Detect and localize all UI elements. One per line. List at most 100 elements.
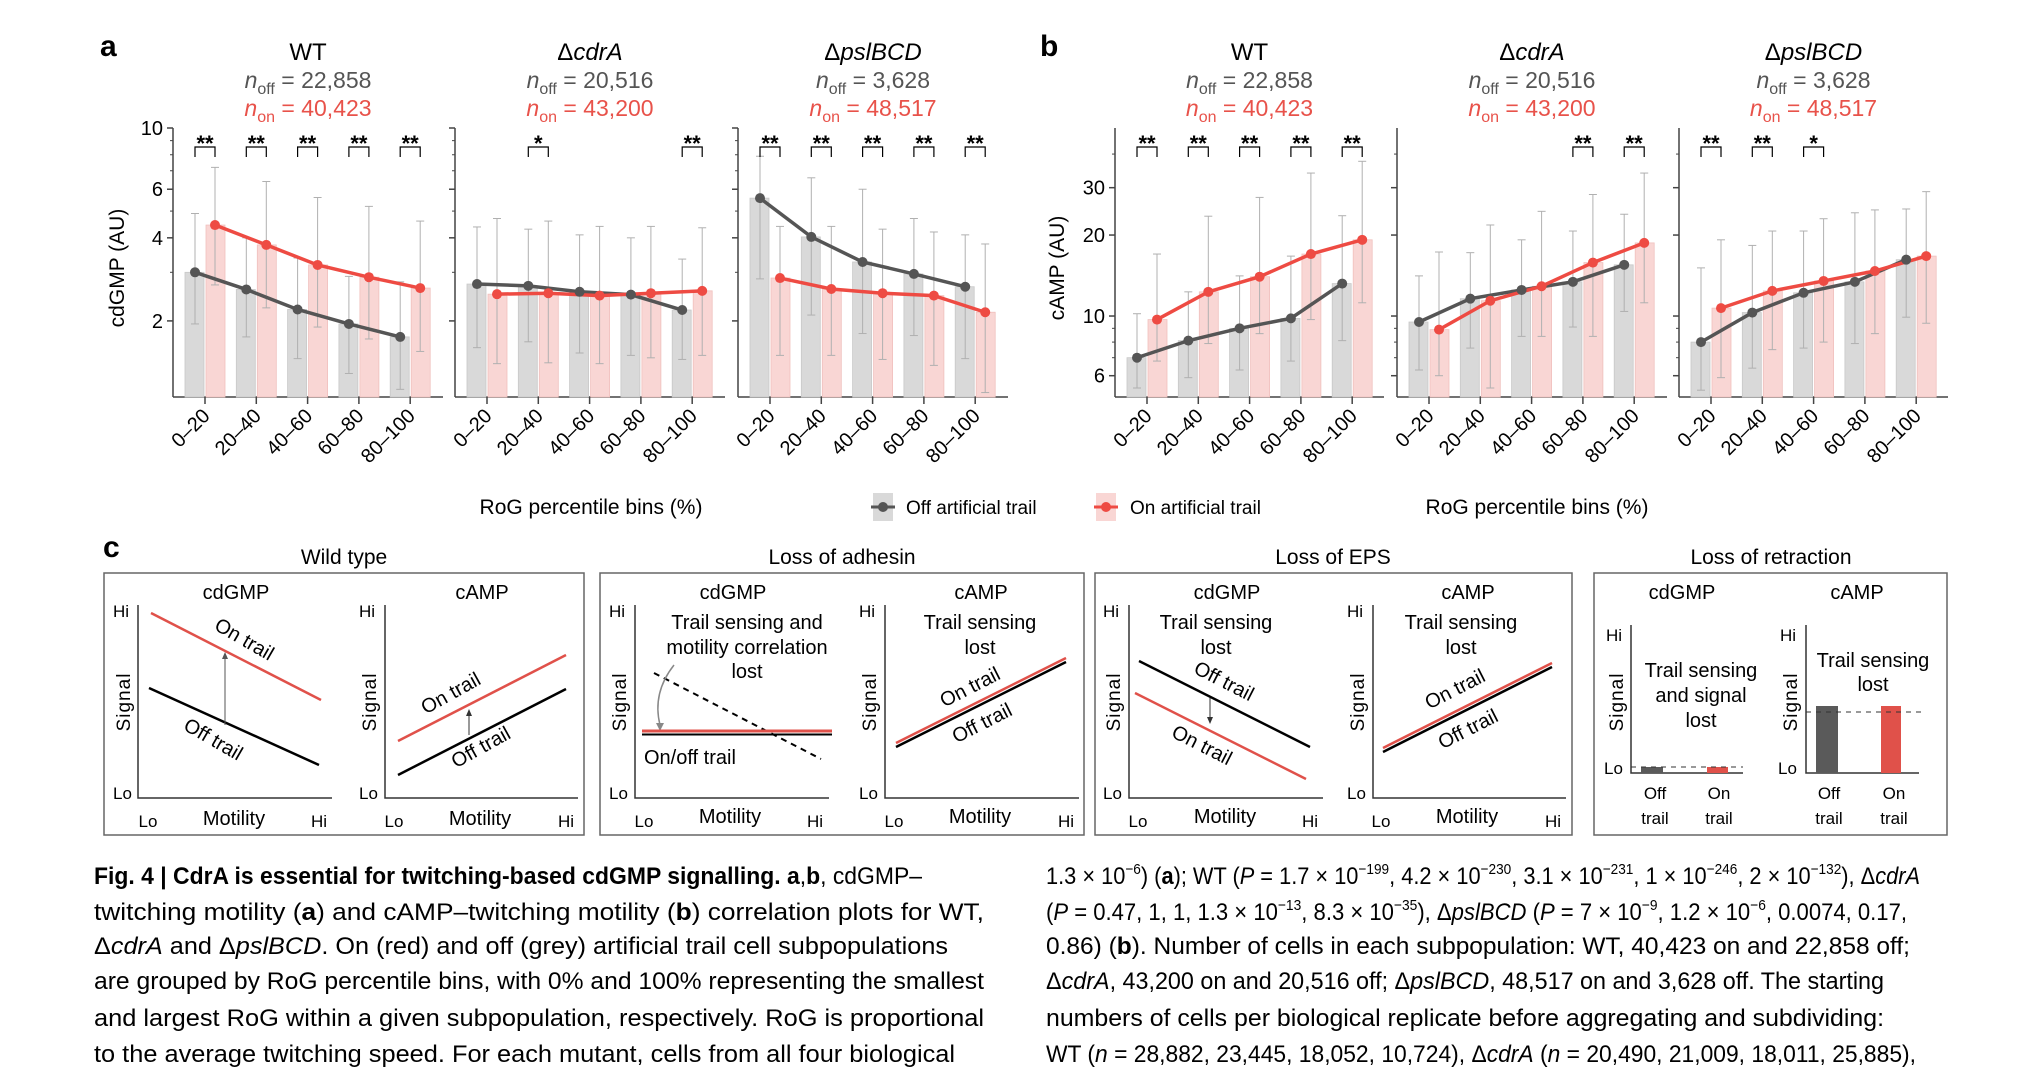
title-name: pslBCD [1780,39,1862,66]
significance-bracket [810,146,832,157]
c-title-wild-type: Wild type [301,546,387,569]
x-tick-label: 40–60 [1486,405,1541,460]
x-tick-label: 40–60 [827,405,882,460]
subpanel-title-camp: cAMP [455,582,508,604]
point-on-trail [1921,251,1932,262]
subplot-title: ΔpslBCD [1765,39,1862,66]
point-on-trail [543,288,554,299]
subpanel-title-cdgmp: cdGMP [1649,582,1716,604]
significance-stars: ** [299,131,317,156]
title-name: WT [1231,39,1269,66]
point-on-trail [877,288,888,299]
on-trail-bar [1881,706,1901,773]
x-tick-label: 20–40 [493,405,548,460]
off-trail-line [895,660,1067,749]
point-off-trail [1337,278,1348,289]
significance-bracket [348,146,370,157]
off-trail-line [397,687,567,777]
x-lo: Lo [385,812,404,831]
x-tick-label: 40–60 [262,405,317,460]
axes [384,605,578,799]
point-off-trail [1285,313,1296,324]
bar-label-off: Off [1818,784,1841,803]
caption-left-line: twitching motility (a) and cAMP–twitchin… [94,899,984,926]
point-off-trail [1234,323,1245,334]
subplot-title: WT [1231,39,1269,66]
title-name: cdrA [573,39,622,66]
y-lo: Lo [1347,784,1366,803]
point-on-trail [1716,303,1726,314]
y-tick-label: 4 [152,228,163,250]
x-lo: Lo [139,812,158,831]
x-tick-label: 0–20 [1674,405,1721,452]
y-tick-label: 20 [1083,225,1105,247]
y-hi: Hi [859,602,875,621]
axes [634,605,829,799]
y-axis-signal: Signal [1348,673,1369,732]
x-tick-label: 80–100 [357,405,420,468]
significance-bracket [1239,146,1261,157]
x-tick-label: 0–20 [450,405,497,452]
significance-bracket [1623,146,1645,157]
significance-stars: ** [350,131,368,156]
point-off-trail [625,289,636,300]
axes [137,605,332,799]
caption-left-line: are grouped by RoG percentile bins, with… [94,968,984,995]
y-axis-signal: Signal [1607,673,1628,732]
significance-bracket [399,146,421,157]
c-title-loss-of-eps: Loss of EPS [1275,546,1391,569]
significance-bracket [194,146,216,157]
y-axis-signal: Signal [1104,673,1125,732]
x-lo: Lo [1372,812,1391,831]
point-on-trail [645,288,656,299]
legend: Off artificial trail On artificial trail [871,493,1261,521]
box-frame [599,572,1085,836]
point-off-trail [1465,293,1476,304]
y-axis-signal: Signal [610,673,631,732]
point-on-trail [1357,234,1368,245]
n-off-count: noff = 22,858 [245,67,372,98]
bar-label-trail: trail [1641,809,1668,828]
significance-stars: ** [1241,131,1259,156]
point-off-trail [1798,287,1809,298]
point-on-trail [775,273,785,284]
y-axis-signal: Signal [860,673,881,732]
legend-off-marker [878,502,888,512]
point-on-trail [210,220,220,231]
y-lo: Lo [359,784,378,803]
bar-label-trail: trail [1815,809,1842,828]
title-prefix: Δ [557,39,573,66]
point-off-trail [1516,284,1527,295]
on-trail-line [895,656,1067,745]
significance-bracket [1700,146,1722,157]
x-tick-label: 80–100 [922,405,985,468]
off-trail-line [148,686,320,767]
y-tick-label: 10 [1083,306,1105,328]
significance-stars: ** [761,131,779,156]
x-axis-motility: Motility [203,808,265,830]
point-on-trail [826,283,837,294]
y-hi: Hi [1606,626,1622,645]
x-tick-label: 20–40 [1717,405,1772,460]
significance-bracket [759,146,781,157]
legend-on-label: On artificial trail [1130,498,1261,519]
point-on-trail [312,259,323,270]
off-trail-label: Off trail [1435,705,1502,754]
significance-stars: ** [1344,131,1362,156]
x-tick-label: 20–40 [211,405,266,460]
c-title-loss-of-adhesin: Loss of adhesin [768,546,915,569]
on-off-trail-label: On/off trail [644,747,736,769]
subplot-title: ΔcdrA [1499,39,1564,66]
point-off-trail [523,280,534,291]
caption-right-line: 0.86) (b). Number of cells in each subpo… [1046,933,1910,960]
point-off-trail [395,331,406,342]
y-lo: Lo [1103,784,1122,803]
c-title-loss-of-retraction: Loss of retraction [1690,546,1851,569]
significance-stars: * [534,131,543,156]
caption-right-line: (P = 0.47, 1, 1, 1.3 × 10−13​, 8.3 × 10−… [1046,897,1907,926]
y-lo: Lo [113,784,132,803]
point-off-trail [1183,335,1194,346]
point-off-trail [241,284,252,295]
